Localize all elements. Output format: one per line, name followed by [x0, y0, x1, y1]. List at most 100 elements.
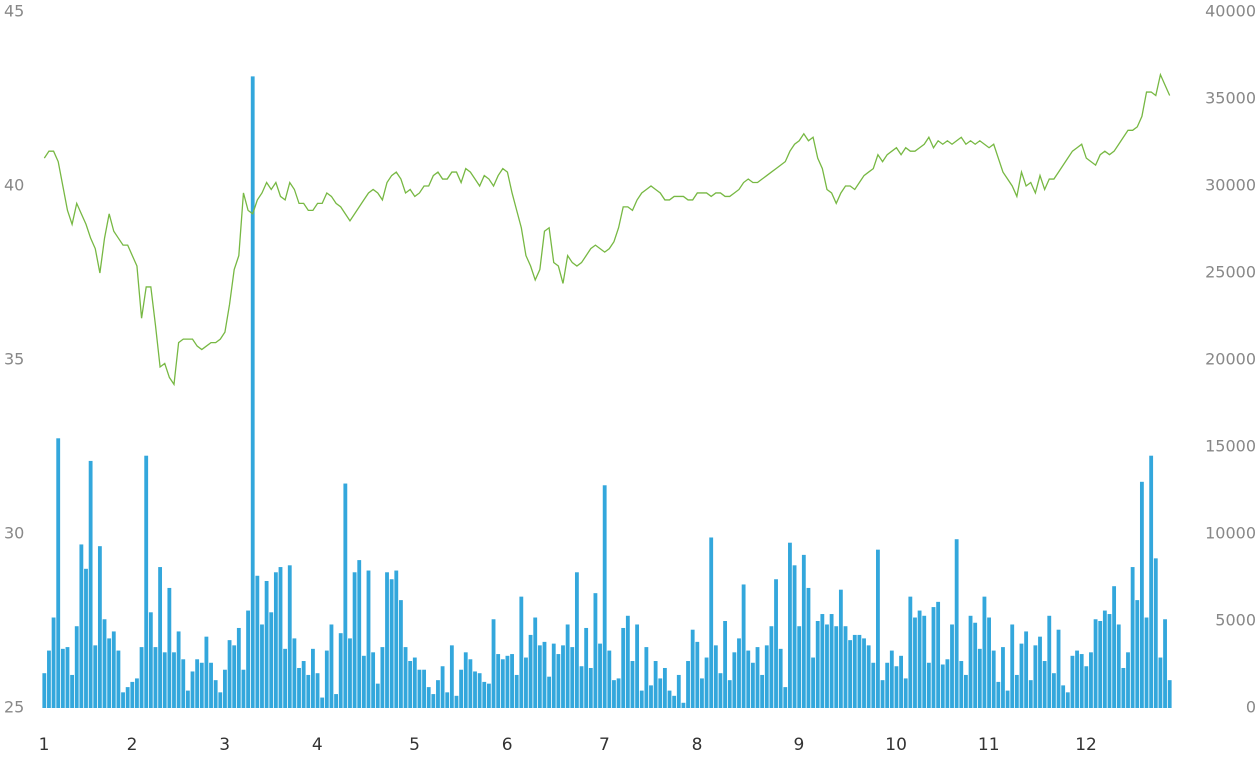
y-tick-label: 40 [4, 176, 24, 195]
bar [51, 617, 56, 708]
bar [1163, 619, 1167, 708]
bar [70, 674, 75, 708]
bar [227, 640, 232, 708]
bar [852, 634, 857, 708]
bar [269, 612, 274, 708]
bar [102, 619, 107, 708]
bar [644, 647, 649, 708]
bar [1098, 621, 1103, 708]
bar [338, 633, 343, 708]
bar [195, 659, 200, 708]
bar [167, 587, 172, 708]
bar [56, 438, 61, 708]
bar [570, 647, 575, 708]
bar [991, 650, 996, 708]
bar [398, 600, 403, 708]
bar [834, 626, 839, 708]
bar [144, 455, 149, 708]
y-tick-label: 30 [4, 524, 24, 543]
bar [449, 645, 454, 708]
bar [454, 695, 459, 708]
x-tick-label: 10 [885, 735, 907, 755]
bar [857, 634, 862, 708]
bar [190, 671, 195, 708]
bar [630, 661, 635, 708]
bar [519, 596, 524, 708]
bar [871, 662, 876, 708]
bar [524, 657, 528, 708]
bar [880, 680, 885, 708]
bar [65, 647, 70, 708]
bar [843, 626, 848, 708]
bar [181, 659, 186, 708]
bar [533, 617, 538, 708]
bar [422, 669, 426, 708]
bar [876, 549, 880, 708]
line [43, 72, 1171, 387]
bar [658, 678, 663, 708]
bar [917, 610, 922, 708]
bar [987, 617, 991, 708]
bar [417, 669, 422, 708]
bar [1051, 673, 1056, 708]
bar [783, 687, 788, 708]
bar [889, 650, 894, 708]
bar [607, 650, 612, 708]
bar [278, 567, 283, 708]
bar [820, 614, 825, 708]
bar [593, 593, 598, 708]
bar [162, 652, 167, 708]
bar [306, 674, 311, 708]
bar [223, 669, 227, 708]
bar [260, 624, 264, 708]
bar [111, 631, 116, 708]
bar [357, 560, 362, 708]
bar [468, 659, 473, 708]
bar [329, 624, 334, 708]
bar [899, 655, 903, 708]
bar [185, 690, 190, 708]
bar [806, 587, 811, 708]
bar [431, 694, 436, 708]
bar [672, 695, 677, 708]
bar [1065, 692, 1070, 708]
bar [301, 661, 306, 708]
x-tick-label: 9 [793, 735, 804, 755]
x-tick-label: 5 [409, 735, 420, 755]
bar [236, 627, 241, 708]
bar [996, 681, 1001, 708]
bar [848, 640, 853, 708]
y2-tick-label: 40000 [1205, 2, 1256, 21]
bar [473, 671, 477, 708]
bar [380, 647, 385, 708]
bar [482, 681, 487, 708]
bar [1042, 661, 1047, 708]
bar [584, 627, 589, 708]
bar [42, 673, 47, 708]
bar [172, 652, 176, 708]
bar [556, 654, 561, 708]
y2-tick-label: 20000 [1205, 350, 1256, 369]
bar [1075, 650, 1079, 708]
bar [695, 641, 700, 708]
bar [1005, 690, 1010, 708]
bar [213, 680, 218, 708]
bar [755, 647, 760, 708]
x-tick-label: 6 [502, 735, 513, 755]
bar [727, 680, 732, 708]
bar [459, 669, 464, 708]
bar [1107, 614, 1112, 708]
x-tick-label: 3 [219, 735, 230, 755]
y-tick-label: 45 [4, 2, 24, 21]
bar [403, 647, 408, 708]
bar [292, 638, 297, 708]
bar [334, 694, 338, 708]
bar [1102, 610, 1107, 708]
bar [862, 638, 866, 708]
bar [385, 572, 389, 708]
bar [1038, 636, 1042, 708]
bar [241, 669, 246, 708]
bar [737, 638, 741, 708]
bar [287, 565, 292, 708]
